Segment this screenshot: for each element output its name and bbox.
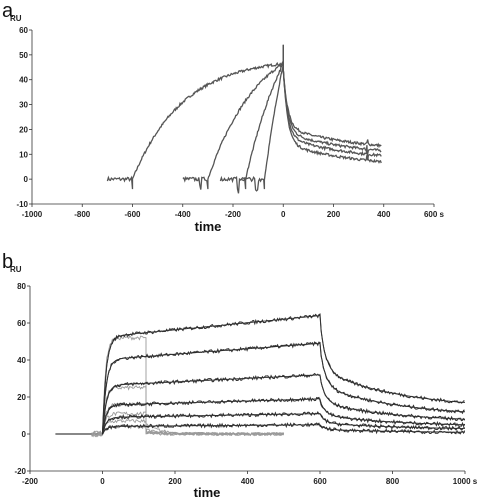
panel-a-y-tick-label: 10: [19, 150, 28, 159]
panel-b-traces: [55, 313, 466, 438]
panel-a-x-tick-label: -1000: [22, 210, 43, 219]
panel-b-x-label: time: [194, 485, 221, 499]
panel-a-x-tick-label: -200: [225, 210, 242, 219]
panel-a-x-label: time: [195, 219, 222, 234]
panel-b-y-tick-label: 0: [22, 430, 27, 439]
panel-a-x-tick-label: 400: [377, 210, 391, 219]
panel-a-traces: [106, 44, 382, 194]
panel-b-series-line: [101, 396, 466, 435]
panel-b-y-tick-label: 60: [17, 319, 26, 328]
panel-a-x-tick-label: -800: [74, 210, 91, 219]
panel-b-series-line: [101, 411, 465, 435]
panel-b-series-line: [101, 372, 466, 435]
panel-b-x-tick-label: 0: [100, 477, 105, 486]
panel-a-x-tick-label: 200: [327, 210, 341, 219]
panel-b-y-tick-label: 20: [17, 393, 26, 402]
panel-a-x-tick-label: 600 s: [424, 210, 445, 219]
panel-b-short-series: [91, 411, 285, 438]
panel-b-fit-line: [102, 342, 466, 435]
panel-a-y-tick-label: 50: [19, 51, 28, 60]
panel-b-short-series: [91, 385, 284, 438]
panel-b-x-tick-label: 800: [386, 477, 400, 486]
panel-a-x-tick-label: -600: [124, 210, 141, 219]
panel-b-series-line: [101, 341, 465, 435]
panel-b-series-line: [101, 313, 465, 433]
panel-b-x-tick-label: 1000 s: [453, 477, 478, 486]
panel-b-y-tick-label: 80: [17, 282, 26, 291]
panel-a-y-tick-label: 30: [19, 101, 28, 110]
panel-b-y-unit: RU: [10, 265, 22, 274]
panel-b-x-tick-label: 600: [313, 477, 327, 486]
panel-b-y-tick-label: -20: [14, 467, 26, 476]
panel-a-series-line: [240, 44, 382, 192]
panel-a-series-line: [219, 44, 382, 194]
panel-a-series-line: [106, 44, 382, 190]
panel-a-x-tick-label: 0: [281, 210, 286, 219]
panel-b-series-line: [101, 422, 466, 435]
panel-a-y-tick-label: 40: [19, 76, 28, 85]
panel-a-y-tick-label: 20: [19, 125, 28, 134]
panel-a-axes: -10 0 10 20 30 40 50 60 -1000 -800 -600 -400 -200 0 20…: [16, 26, 444, 219]
panel-a-y-unit: RU: [10, 14, 22, 23]
panel-b-x-tick-label: 200: [168, 477, 182, 486]
panel-a-y-tick-label: -10: [16, 200, 28, 209]
panel-a-letter: a: [2, 0, 14, 22]
panel-b-x-tick-label: -200: [22, 477, 39, 486]
panel-b-y-tick-label: 40: [17, 356, 26, 365]
panel-a-x-tick-label: -400: [175, 210, 192, 219]
panel-b-x-tick-label: 400: [241, 477, 255, 486]
panel-b-letter: b: [2, 251, 13, 273]
panel-a-y-tick-label: 0: [24, 175, 29, 184]
panel-a-y-tick-label: 60: [19, 26, 28, 35]
